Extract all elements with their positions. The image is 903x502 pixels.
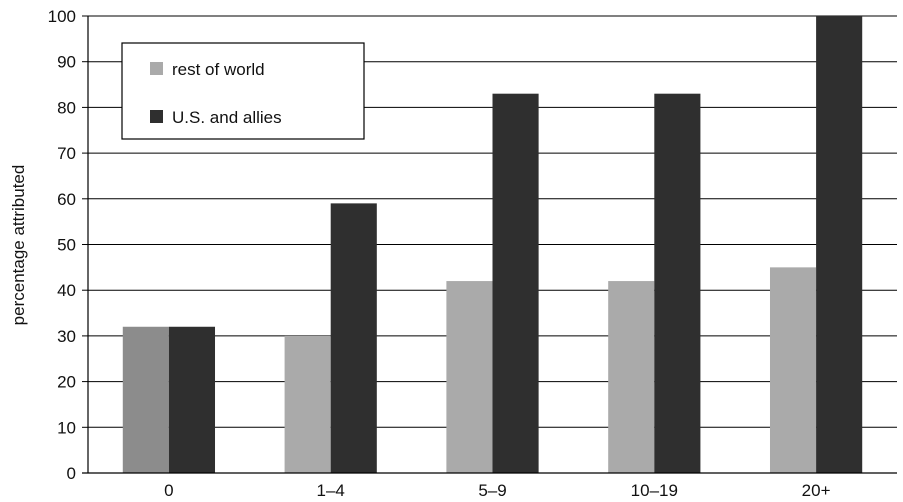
y-axis-title: percentage attributed — [9, 165, 28, 326]
y-tick-label-20: 20 — [57, 373, 76, 392]
x-tick-label-10-19: 10–19 — [631, 481, 678, 500]
bar-rest-of-world-1-4 — [284, 335, 331, 473]
x-tick-label-5-9: 5–9 — [478, 481, 506, 500]
bar-rest-of-world-5-9 — [446, 281, 493, 473]
bar-rest-of-world-0 — [122, 326, 169, 473]
y-tick-label-70: 70 — [57, 144, 76, 163]
legend-swatch-rest-of-world — [150, 62, 163, 75]
y-tick-label-10: 10 — [57, 418, 76, 437]
bar-u-s-and-allies-10-19 — [654, 93, 701, 473]
y-tick-label-40: 40 — [57, 281, 76, 300]
legend: rest of world U.S. and allies — [121, 42, 365, 140]
bar-u-s-and-allies-20 — [816, 16, 863, 473]
legend-swatch-us-and-allies — [150, 110, 163, 123]
y-tick-label-90: 90 — [57, 53, 76, 72]
bar-u-s-and-allies-0 — [168, 326, 216, 473]
y-tick-label-100: 100 — [48, 7, 76, 26]
y-tick-label-0: 0 — [67, 464, 76, 483]
y-tick-label-80: 80 — [57, 98, 76, 117]
bar-rest-of-world-10-19 — [608, 281, 655, 473]
bar-u-s-and-allies-1-4 — [330, 203, 377, 473]
y-tick-label-30: 30 — [57, 327, 76, 346]
y-tick-label-50: 50 — [57, 236, 76, 255]
x-tick-label-1-4: 1–4 — [317, 481, 345, 500]
axes — [82, 16, 897, 474]
bar-rest-of-world-20 — [769, 267, 817, 473]
legend-label-us-and-allies: U.S. and allies — [172, 108, 282, 127]
legend-label-rest-of-world: rest of world — [172, 60, 265, 79]
y-tick-label-60: 60 — [57, 190, 76, 209]
x-tick-label-0: 0 — [164, 481, 173, 500]
x-tick-labels: 0 1–4 5–9 10–19 20+ — [164, 481, 830, 500]
bars — [122, 16, 863, 473]
x-tick-label-20: 20+ — [802, 481, 831, 500]
bar-u-s-and-allies-5-9 — [492, 93, 539, 473]
y-tick-labels: 0 10 20 30 40 50 60 70 80 90 100 — [48, 7, 76, 483]
